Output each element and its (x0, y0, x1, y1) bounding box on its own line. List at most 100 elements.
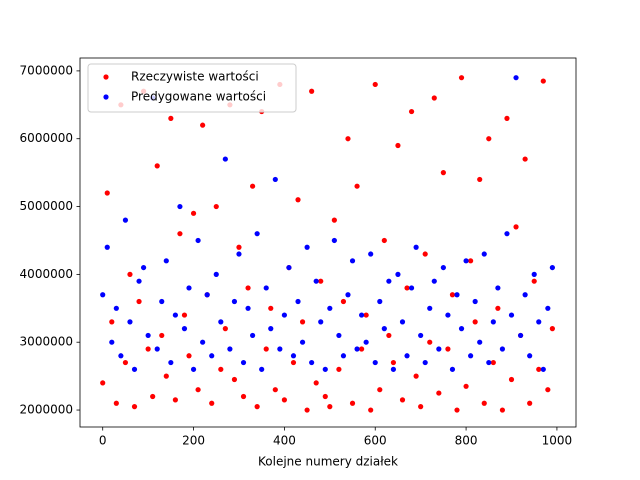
point (254, 231, 260, 237)
point (436, 390, 442, 396)
point (513, 75, 519, 81)
point (531, 278, 537, 284)
point (445, 312, 451, 318)
point (209, 400, 215, 406)
point (517, 332, 524, 339)
point (104, 244, 110, 250)
point (318, 319, 324, 325)
point (527, 353, 533, 359)
point (372, 359, 378, 366)
legend-box (87, 63, 297, 113)
point (268, 305, 274, 311)
point (458, 326, 465, 332)
point (481, 251, 487, 257)
legend-marker (103, 74, 109, 80)
point (236, 244, 242, 250)
y-tick-label: 4000000 (20, 267, 73, 281)
point (331, 217, 337, 223)
point (413, 373, 419, 379)
point (268, 326, 274, 332)
point (272, 387, 278, 393)
point (177, 231, 183, 237)
point (440, 264, 446, 271)
point (322, 366, 328, 372)
legend-marker (103, 94, 109, 100)
point (309, 88, 315, 94)
point (250, 183, 256, 189)
point (440, 170, 446, 176)
y-tick-label: 2000000 (20, 403, 73, 417)
plot-frame (79, 57, 577, 428)
point (381, 237, 387, 244)
x-tick-label: 200 (182, 434, 205, 448)
point (495, 305, 501, 311)
point (386, 332, 392, 339)
point (508, 376, 515, 383)
point (195, 237, 201, 244)
point (549, 264, 555, 271)
point (309, 359, 315, 366)
point (395, 271, 401, 277)
x-axis-label: Kolejne numery działek (258, 455, 398, 469)
point (545, 305, 551, 311)
point (100, 292, 106, 298)
point (163, 373, 169, 379)
point (445, 346, 451, 352)
point (463, 258, 469, 264)
point (468, 258, 474, 264)
point (431, 95, 437, 101)
point (454, 407, 460, 413)
point (186, 285, 192, 291)
point (177, 203, 183, 210)
point (458, 75, 465, 81)
legend-label: Predygowane wartości (131, 90, 266, 104)
point (118, 353, 124, 359)
point (218, 319, 224, 325)
point (295, 298, 301, 305)
point (263, 285, 269, 291)
point (418, 332, 424, 339)
point (195, 387, 201, 393)
point (181, 312, 188, 318)
point (395, 142, 401, 149)
point (286, 264, 292, 271)
point (522, 292, 528, 298)
point (145, 332, 151, 339)
point (168, 359, 174, 366)
point (531, 271, 537, 277)
point (499, 407, 506, 413)
point (390, 359, 397, 366)
x-tick-label: 0 (99, 434, 107, 448)
point (299, 319, 306, 325)
point (190, 366, 197, 372)
point (336, 366, 342, 372)
point (422, 251, 428, 257)
point (213, 271, 219, 277)
point (368, 407, 374, 413)
point (468, 353, 474, 359)
point (154, 163, 160, 169)
point (368, 251, 374, 257)
point (218, 366, 224, 372)
point (472, 298, 478, 305)
point (486, 359, 492, 366)
point (504, 231, 510, 237)
point (200, 122, 206, 128)
point (186, 353, 192, 359)
point (159, 332, 165, 339)
point (495, 285, 501, 291)
point (449, 366, 456, 372)
point (150, 393, 156, 400)
point (399, 319, 406, 325)
point (281, 397, 287, 403)
point (181, 326, 188, 332)
point (250, 332, 256, 339)
point (363, 312, 369, 318)
point (504, 115, 510, 121)
point (204, 292, 210, 298)
legend: Rzeczywiste wartości Predygowane wartości (87, 63, 297, 113)
point (540, 78, 546, 84)
point (304, 407, 310, 413)
point (131, 366, 138, 372)
point (490, 319, 496, 325)
